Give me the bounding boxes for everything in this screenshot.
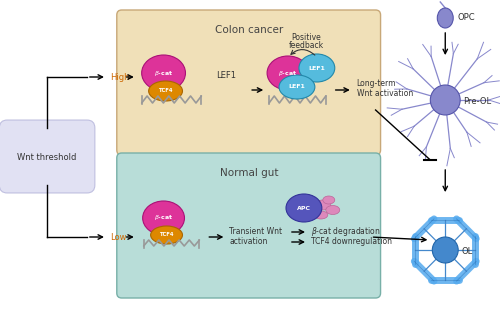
Ellipse shape (150, 226, 182, 244)
Ellipse shape (432, 237, 458, 263)
Text: OPC: OPC (457, 13, 475, 23)
Text: Long-term: Long-term (356, 79, 396, 88)
Ellipse shape (142, 55, 186, 91)
Text: OL: OL (461, 248, 472, 256)
Text: Pre-OL: Pre-OL (463, 98, 492, 106)
Text: $\beta$-cat: $\beta$-cat (278, 69, 297, 78)
Ellipse shape (323, 196, 335, 204)
Ellipse shape (148, 81, 182, 101)
Text: Positive: Positive (291, 33, 321, 43)
Text: TCF4: TCF4 (160, 233, 174, 238)
Text: Colon cancer: Colon cancer (215, 25, 284, 35)
Text: TCF4 downregulation: TCF4 downregulation (311, 238, 392, 247)
Ellipse shape (286, 194, 322, 222)
Ellipse shape (438, 8, 453, 28)
Text: High: High (110, 73, 130, 81)
Text: LEF1: LEF1 (216, 71, 236, 80)
FancyBboxPatch shape (0, 120, 95, 193)
Ellipse shape (142, 201, 184, 235)
Text: TCF4: TCF4 (158, 89, 173, 94)
Text: Normal gut: Normal gut (220, 168, 278, 178)
Text: LEF1: LEF1 (308, 65, 326, 70)
Text: feedback: feedback (288, 42, 324, 50)
Text: activation: activation (230, 238, 268, 247)
Text: LEF1: LEF1 (288, 85, 306, 90)
Text: $\beta$-cat: $\beta$-cat (154, 213, 174, 223)
Ellipse shape (299, 54, 335, 82)
Ellipse shape (314, 211, 328, 219)
Ellipse shape (315, 200, 331, 210)
Ellipse shape (430, 85, 460, 115)
Ellipse shape (267, 56, 309, 90)
Text: Wnt threshold: Wnt threshold (18, 152, 77, 162)
Ellipse shape (279, 75, 315, 99)
FancyBboxPatch shape (117, 153, 380, 298)
Text: APC: APC (297, 206, 311, 211)
Text: Low: Low (110, 233, 126, 242)
Text: Transient Wnt: Transient Wnt (230, 228, 282, 237)
Ellipse shape (326, 206, 340, 214)
Text: $\beta$-cat degradation: $\beta$-cat degradation (311, 225, 380, 239)
Text: Wnt activation: Wnt activation (356, 89, 413, 98)
FancyBboxPatch shape (117, 10, 380, 155)
Text: $\beta$-cat: $\beta$-cat (154, 69, 174, 78)
